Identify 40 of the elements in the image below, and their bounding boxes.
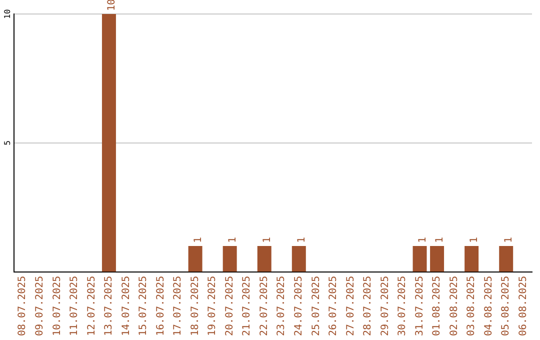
x-tick-label: 13.07.2025 [104, 276, 115, 336]
x-tick-label: 20.07.2025 [224, 276, 236, 336]
x-tick-label: 08.07.2025 [17, 276, 28, 336]
x-tick-label: 30.07.2025 [397, 276, 408, 336]
x-tick-label: 28.07.2025 [362, 276, 374, 336]
x-tick-label: 09.07.2025 [34, 276, 46, 336]
x-tick-label: 22.07.2025 [258, 276, 270, 336]
data-label: 10 [106, 0, 118, 11]
x-tick-label: 10.07.2025 [52, 276, 63, 336]
x-tick-label: 15.07.2025 [138, 276, 150, 336]
data-label: 1 [417, 236, 428, 244]
x-tick-label: 12.07.2025 [86, 276, 98, 336]
x-tick-label: 17.07.2025 [172, 276, 184, 336]
x-tick-label: 05.08.2025 [500, 276, 512, 336]
x-tick-label: 24.07.2025 [293, 276, 304, 336]
x-tick-label: 26.07.2025 [328, 276, 340, 336]
x-tick-label: 23.07.2025 [276, 276, 288, 336]
x-tick-label: 01.08.2025 [432, 276, 443, 336]
x-tick-label: 16.07.2025 [155, 276, 166, 336]
data-label: 1 [262, 236, 273, 244]
y-tick-label: 5 [3, 140, 12, 146]
data-label: 1 [296, 236, 308, 244]
data-label: 1 [227, 236, 238, 244]
x-tick-label: 19.07.2025 [207, 276, 218, 336]
x-tick-label: 27.07.2025 [345, 276, 356, 336]
x-tick-label: 11.07.2025 [69, 276, 80, 336]
x-tick-label: 06.08.2025 [518, 276, 529, 336]
x-tick-label: 14.07.2025 [120, 276, 132, 336]
x-tick-label: 25.07.2025 [310, 276, 322, 336]
data-label: 1 [469, 236, 480, 244]
x-tick-label: 21.07.2025 [242, 276, 253, 336]
x-tick-label: 29.07.2025 [380, 276, 391, 336]
x-tick-label: 03.08.2025 [466, 276, 478, 336]
data-label: 1 [434, 236, 446, 244]
x-tick-label: 18.07.2025 [190, 276, 201, 336]
data-label: 1 [192, 236, 204, 244]
x-tick-label: 04.08.2025 [483, 276, 494, 336]
x-tick-label: 02.08.2025 [448, 276, 460, 336]
x-tick-label: 31.07.2025 [414, 276, 426, 336]
data-label: 1 [504, 236, 515, 244]
